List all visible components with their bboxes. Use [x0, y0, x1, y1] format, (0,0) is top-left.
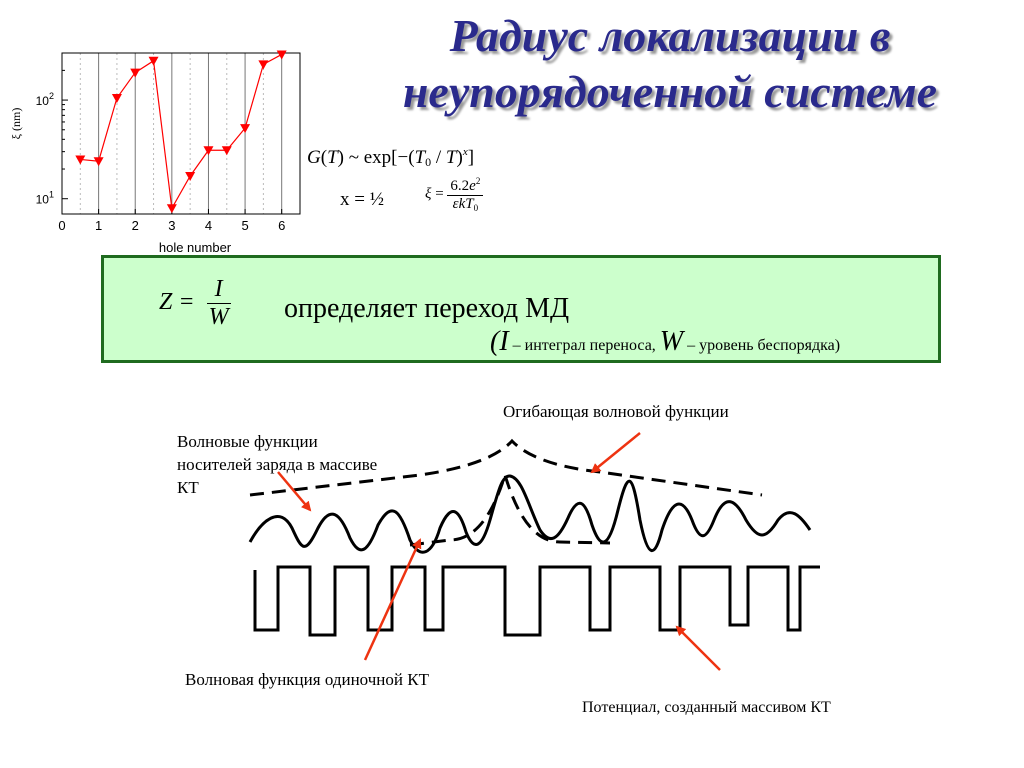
slide-title: Радиус локализации в неупорядоченной сис… — [330, 8, 1010, 120]
data-point — [185, 171, 196, 181]
x-value: x = ½ — [340, 189, 384, 211]
carriers-label-line-1: Волновые функции — [177, 432, 318, 451]
x-tick-label: 3 — [168, 218, 175, 233]
arrow-to-potential — [675, 625, 721, 671]
plot-frame — [61, 52, 301, 215]
data-point — [75, 155, 86, 165]
defines-text: определяет переход МД — [284, 293, 570, 324]
carriers-label-line-3: КТ — [177, 478, 199, 497]
data-point — [240, 124, 251, 134]
x-tick-label: 2 — [132, 218, 139, 233]
x-value-text: x = ½ — [340, 189, 384, 210]
data-point — [276, 50, 287, 60]
xi-fraction: 6.2e2 εkT0 — [447, 176, 484, 213]
data-point — [221, 146, 232, 156]
data-point — [148, 56, 159, 66]
envelope-curve — [249, 438, 763, 497]
data-point — [203, 146, 214, 156]
arrow-to-single-qd — [363, 538, 422, 661]
xi-formula: ξ = 6.2e2 εkT0 — [425, 176, 484, 213]
x-tick-label: 5 — [241, 218, 248, 233]
title-line-1: Радиус локализации в — [449, 10, 891, 61]
arrow-to-carriers — [277, 471, 312, 512]
y-axis-label: ξ (nm) — [9, 108, 23, 140]
envelope-label: Огибающая волновой функции — [503, 402, 729, 421]
data-point — [111, 93, 122, 103]
legend-text: (I – интеграл переноса, W – уровень бесп… — [490, 326, 841, 357]
x-tick-label: 1 — [95, 218, 102, 233]
x-tick-label: 4 — [205, 218, 212, 233]
carriers-label: Волновые функции носителей заряда в масс… — [177, 430, 377, 499]
single-qd-label: Волновая функция одиночной КТ — [185, 670, 429, 689]
x-tick-label: 0 — [58, 218, 65, 233]
x-tick-label: 6 — [278, 218, 285, 233]
gt-formula: G(T) ~ exp[−(T0 / T)x] — [307, 146, 475, 169]
potential-label: Потенциал, созданный массивом КТ — [582, 699, 831, 716]
single-qd-wavefunction — [409, 469, 611, 547]
data-point — [166, 204, 177, 214]
data-point — [130, 68, 141, 78]
carrier-wavefunction — [248, 474, 812, 554]
carriers-label-line-2: носителей заряда в массиве — [177, 455, 378, 474]
qd-array-potential — [253, 565, 820, 637]
series-line — [80, 53, 282, 211]
title-line-2: неупорядоченной системе — [402, 66, 938, 117]
data-point — [93, 157, 104, 167]
arrow-to-envelope — [590, 432, 641, 474]
data-point — [258, 60, 269, 70]
x-axis-label: hole number — [159, 240, 232, 255]
